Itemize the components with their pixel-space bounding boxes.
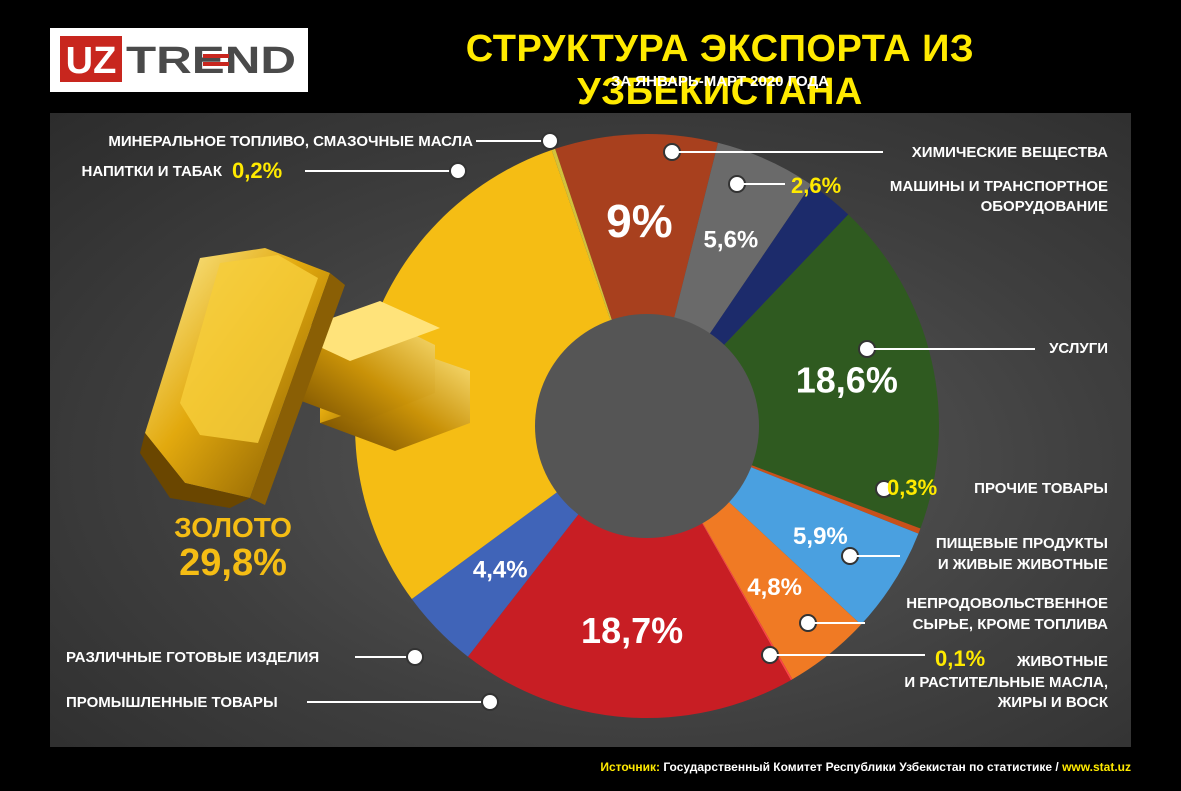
source-url[interactable]: www.stat.uz <box>1062 760 1131 774</box>
page-title: СТРУКТУРА ЭКСПОРТА ИЗ УЗБЕКИСТАНА <box>465 28 975 113</box>
label-machinery-1: МАШИНЫ И ТРАНСПОРТНОЕ <box>890 178 1108 195</box>
logo-uz-text: UZ <box>66 40 117 82</box>
label-oils-3: ЖИРЫ И ВОСК <box>997 694 1109 711</box>
label-manufactured: РАЗЛИЧНЫЕ ГОТОВЫЕ ИЗДЕЛИЯ <box>66 649 319 666</box>
label-oils-2: И РАСТИТЕЛЬНЫЕ МАСЛА, <box>904 674 1108 691</box>
label-food-1: ПИЩЕВЫЕ ПРОДУКТЫ <box>936 535 1108 552</box>
dot-minerals <box>541 132 559 150</box>
slice-label-industrial: 18,7% <box>581 610 683 651</box>
dot-industrial <box>481 693 499 711</box>
source-text: Государственный Комитет Республики Узбек… <box>663 760 1059 774</box>
label-food-2: И ЖИВЫЕ ЖИВОТНЫЕ <box>938 556 1108 573</box>
slice-label-food: 5,9% <box>793 523 848 550</box>
label-nonfood-2: СЫРЬЕ, КРОМЕ ТОПЛИВА <box>913 616 1109 633</box>
label-beverages: НАПИТКИ И ТАБАК <box>82 163 223 180</box>
label-machinery-2: ОБОРУДОВАНИЕ <box>981 198 1108 215</box>
source-footer: Источник: Государственный Комитет Респуб… <box>50 760 1131 774</box>
dot-manufactured <box>406 648 424 666</box>
value-other: 0,3% <box>887 475 937 500</box>
label-nonfood-1: НЕПРОДОВОЛЬСТВЕННОЕ <box>906 595 1108 612</box>
label-oils-1: ЖИВОТНЫЕ <box>1016 653 1108 670</box>
callouts: МИНЕРАЛЬНОЕ ТОПЛИВО, СМАЗОЧНЫЕ МАСЛА НАП… <box>66 132 1109 711</box>
source-label: Источник: <box>600 760 660 774</box>
slice-value-labels: 9% 5,6% 18,6% 5,9% 4,8% 18,7% 4,4% <box>473 195 898 651</box>
label-services: УСЛУГИ <box>1049 340 1108 357</box>
dot-beverages <box>449 162 467 180</box>
value-gold: 29,8% <box>179 542 287 584</box>
value-machinery: 2,6% <box>791 173 841 198</box>
slice-gold <box>355 150 647 599</box>
slice-industrial <box>467 426 791 719</box>
logo-trend-text: TREND <box>126 40 296 82</box>
label-other: ПРОЧИЕ ТОВАРЫ <box>974 480 1108 497</box>
donut-hole <box>535 314 759 538</box>
slice-label-services: 18,6% <box>796 360 898 401</box>
value-oils: 0,1% <box>935 646 985 671</box>
page-subtitle: ЗА ЯНВАРЬ-МАРТ 2020 ГОДА <box>610 73 829 90</box>
label-gold: ЗОЛОТО <box>174 512 292 543</box>
export-structure-donut-chart: МИНЕРАЛЬНОЕ ТОПЛИВО, СМАЗОЧНЫЕ МАСЛА НАП… <box>66 132 1109 719</box>
slice-label-nonfood: 4,8% <box>747 574 802 601</box>
label-chemicals: ХИМИЧЕСКИЕ ВЕЩЕСТВА <box>912 144 1108 161</box>
uztrend-logo: UZ TREND <box>50 28 308 92</box>
slice-minerals <box>555 134 718 427</box>
slice-label-chemicals: 5,6% <box>704 226 759 253</box>
label-minerals: МИНЕРАЛЬНОЕ ТОПЛИВО, СМАЗОЧНЫЕ МАСЛА <box>108 133 473 150</box>
value-beverages: 0,2% <box>232 158 282 183</box>
slice-label-minerals: 9% <box>606 195 672 247</box>
chart-panel: МИНЕРАЛЬНОЕ ТОПЛИВО, СМАЗОЧНЫЕ МАСЛА НАП… <box>50 113 1131 747</box>
slice-label-manufactured: 4,4% <box>473 557 528 584</box>
dot-other <box>875 480 893 498</box>
label-industrial: ПРОМЫШЛЕННЫЕ ТОВАРЫ <box>66 694 278 711</box>
gold-bars-illustration <box>140 248 470 508</box>
